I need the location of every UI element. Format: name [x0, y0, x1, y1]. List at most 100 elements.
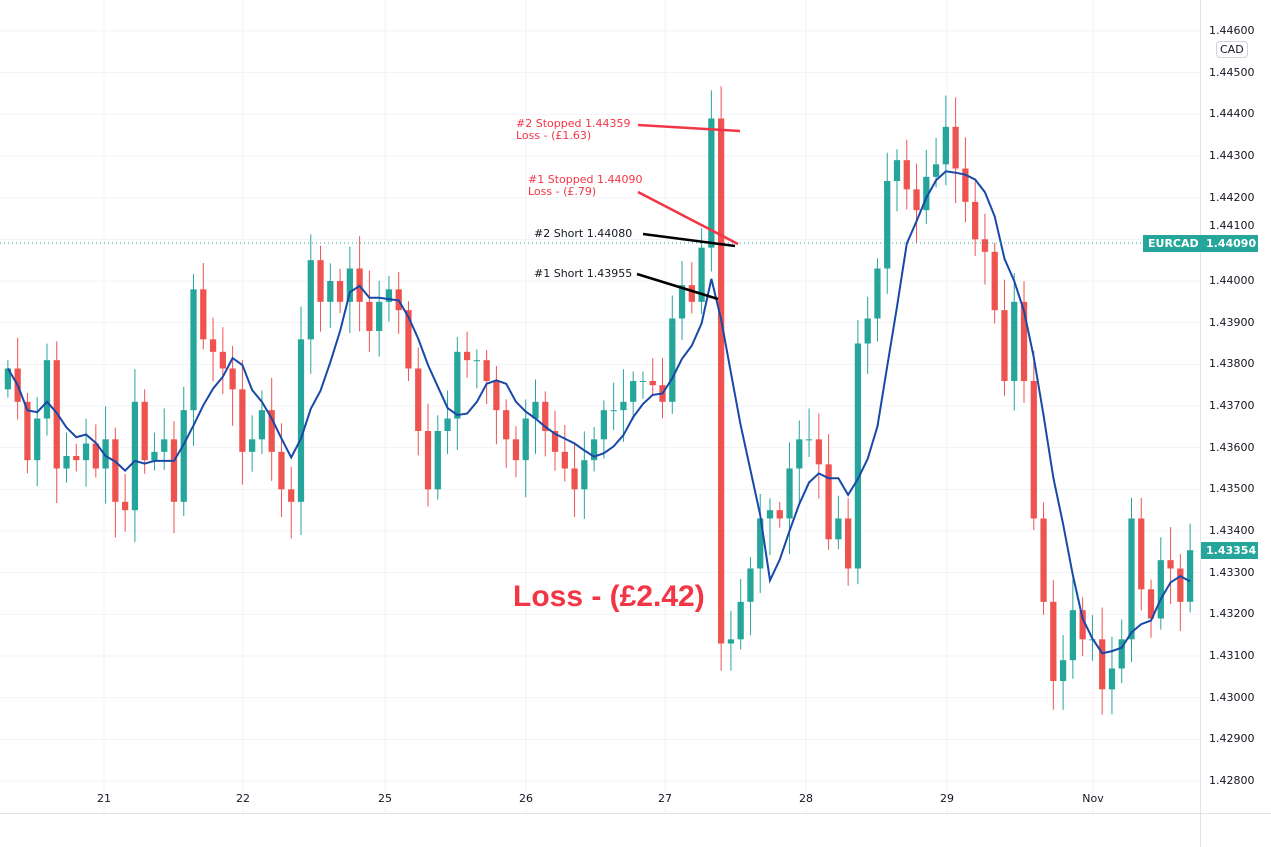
- candle-down: [483, 360, 490, 381]
- candle-up: [805, 439, 813, 441]
- candle-up: [874, 268, 881, 319]
- candle-down: [1099, 639, 1106, 690]
- price-tick-label: 1.43000: [1209, 690, 1255, 704]
- candle-up: [893, 160, 901, 181]
- candle-down: [991, 251, 998, 311]
- candle-up: [161, 439, 168, 452]
- candle-down: [972, 201, 979, 240]
- candle-up: [796, 439, 803, 469]
- price-tick-label: 1.44200: [1209, 190, 1255, 204]
- candle-up: [766, 510, 774, 519]
- price-tick-label: 1.43100: [1209, 649, 1255, 662]
- stop1-leader: [637, 190, 739, 246]
- candle-down: [903, 160, 910, 190]
- stop2-loss: Loss - (£1.63): [516, 129, 592, 142]
- candle-up: [376, 301, 383, 331]
- candle-down: [981, 239, 989, 252]
- candle-up: [610, 410, 617, 412]
- candle-down: [1050, 601, 1057, 681]
- candle-down: [317, 260, 324, 302]
- candle-up: [34, 418, 41, 461]
- candle-down: [92, 443, 99, 469]
- price-tick-label: 1.43500: [1209, 482, 1255, 496]
- candle-up: [600, 410, 608, 440]
- moving-average-line: [7, 170, 1191, 655]
- candle-up: [737, 601, 744, 640]
- currency-label[interactable]: CAD: [1216, 41, 1248, 58]
- time-tick-label: 28: [799, 792, 813, 805]
- candle-up: [678, 285, 686, 319]
- stop2-title: #2 Stopped 1.44359: [516, 117, 631, 130]
- candle-down: [962, 168, 969, 202]
- candle-up: [444, 418, 451, 431]
- candle-down: [463, 351, 471, 361]
- candle-up: [932, 164, 940, 177]
- short2-annotation: #2 Short 1.44080: [534, 227, 633, 240]
- price-tick-label: 1.44500: [1209, 65, 1255, 79]
- candle-down: [571, 468, 578, 490]
- candle-down: [776, 510, 783, 519]
- candle-up: [698, 247, 705, 302]
- candle-down: [913, 189, 920, 211]
- candle-up: [454, 351, 461, 419]
- candle-down: [1079, 610, 1086, 640]
- candle-up: [884, 181, 891, 269]
- candle-up: [854, 343, 862, 569]
- candle-up: [620, 401, 627, 411]
- candle-down: [219, 351, 226, 369]
- stop1-title: #1 Stopped 1.44090: [528, 173, 643, 186]
- candle-up: [385, 289, 393, 302]
- last-price-tag: 1.44090: [1201, 235, 1258, 252]
- candle-up: [864, 318, 871, 344]
- candle-up: [1108, 668, 1116, 690]
- price-tick-label: 1.44600: [1209, 24, 1255, 37]
- candle-down: [122, 501, 129, 511]
- candle-up: [923, 176, 930, 211]
- candle-down: [336, 281, 344, 302]
- stop2-leader: [637, 123, 741, 133]
- candle-down: [1001, 310, 1008, 381]
- candle-down: [1167, 560, 1174, 569]
- candle-down: [200, 289, 207, 340]
- candle-down: [268, 410, 275, 452]
- candle-up: [727, 639, 735, 644]
- time-tick-label: 29: [940, 792, 954, 805]
- price-tick-label: 1.43400: [1209, 524, 1255, 537]
- candle-up: [942, 126, 949, 165]
- price-tick-label: 1.44000: [1209, 274, 1255, 287]
- candle-down: [1138, 518, 1145, 590]
- candle-up: [151, 451, 158, 461]
- candle-up: [4, 368, 12, 390]
- candle-down: [688, 285, 695, 302]
- candle-up: [1069, 610, 1076, 661]
- price-tick-label: 1.44300: [1209, 149, 1255, 162]
- candle-down: [1020, 301, 1028, 381]
- short2-leader: [642, 232, 736, 248]
- candle-down: [561, 451, 568, 469]
- candle-down: [512, 439, 520, 461]
- candle-up: [590, 439, 598, 461]
- candle-down: [229, 368, 236, 390]
- candle-up: [522, 418, 529, 461]
- candle-down: [551, 431, 559, 452]
- stop1-loss: Loss - (£.79): [528, 185, 597, 198]
- price-tick-label: 1.42800: [1209, 774, 1255, 787]
- candle-up: [82, 443, 90, 461]
- price-tick-label: 1.43600: [1209, 440, 1255, 454]
- time-tick-label: 25: [378, 792, 392, 805]
- candle-up: [1128, 518, 1135, 640]
- candles: [4, 86, 1194, 715]
- candle-up: [708, 118, 715, 248]
- candle-up: [258, 410, 266, 440]
- candle-down: [718, 118, 725, 644]
- candle-down: [24, 401, 31, 461]
- candle-down: [424, 431, 432, 490]
- candle-up: [1186, 550, 1194, 602]
- candle-up: [131, 401, 139, 511]
- price-tick-label: 1.43800: [1209, 357, 1255, 371]
- candle-up: [747, 568, 754, 602]
- candle-up: [63, 456, 70, 469]
- price-tick-label: 1.43300: [1209, 565, 1255, 579]
- candle-up: [639, 381, 647, 382]
